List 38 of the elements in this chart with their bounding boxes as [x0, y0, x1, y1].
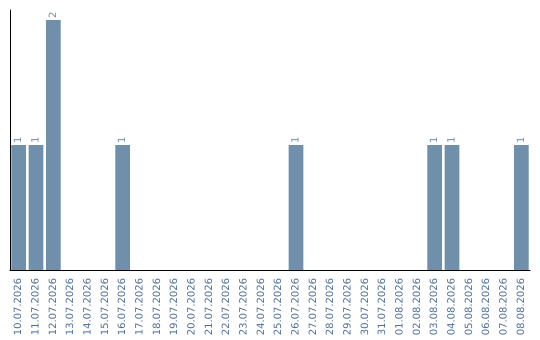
x-tick-label: 14.07.2026 — [82, 278, 94, 336]
x-tick-label: 19.07.2026 — [169, 278, 180, 336]
x-tick-label: 04.08.2026 — [446, 278, 458, 336]
data-label: 1 — [290, 136, 302, 143]
data-label: 1 — [117, 136, 128, 143]
x-tick-label: 10.07.2026 — [13, 278, 24, 336]
x-tick-label: 27.07.2026 — [308, 278, 319, 336]
x-tick-label: 05.08.2026 — [464, 278, 475, 336]
x-tick-label: 31.07.2026 — [377, 278, 388, 336]
x-tick-label: 03.08.2026 — [429, 278, 440, 336]
x-tick-label: 25.07.2026 — [273, 278, 284, 336]
data-label: 1 — [516, 136, 527, 143]
x-tick-label: 21.07.2026 — [204, 278, 215, 336]
x-tick-label: 01.08.2026 — [394, 278, 406, 336]
x-tick-label: 26.07.2026 — [290, 278, 302, 336]
data-label: 2 — [48, 12, 59, 18]
x-tick-label: 08.08.2026 — [516, 278, 527, 336]
x-tick-label: 18.07.2026 — [152, 278, 163, 336]
data-label: 1 — [13, 136, 24, 143]
x-tick-label: 28.07.2026 — [325, 278, 336, 336]
x-tick-label: 17.07.2026 — [134, 278, 146, 336]
x-tick-label: 07.08.2026 — [498, 278, 510, 336]
data-label: 1 — [429, 136, 440, 143]
x-tick-label: 20.07.2026 — [186, 278, 198, 336]
x-tick-label: 24.07.2026 — [256, 278, 267, 336]
x-tick-label: 12.07.2026 — [48, 278, 59, 336]
x-tick-label: 13.07.2026 — [65, 278, 76, 336]
x-tick-label: 02.08.2026 — [412, 278, 423, 336]
x-tick-label: 11.07.2026 — [30, 278, 42, 336]
x-tick-label: 16.07.2026 — [117, 278, 128, 336]
x-tick-label: 15.07.2026 — [100, 278, 111, 336]
x-tick-label: 29.07.2026 — [342, 278, 354, 336]
x-tick-label: 23.07.2026 — [238, 278, 250, 336]
data-label: 1 — [30, 136, 42, 143]
x-tick-label: 22.07.2026 — [221, 278, 232, 336]
x-tick-label: 30.07.2026 — [360, 278, 371, 336]
x-tick-label: 06.08.2026 — [481, 278, 492, 336]
data-label: 1 — [446, 136, 458, 143]
